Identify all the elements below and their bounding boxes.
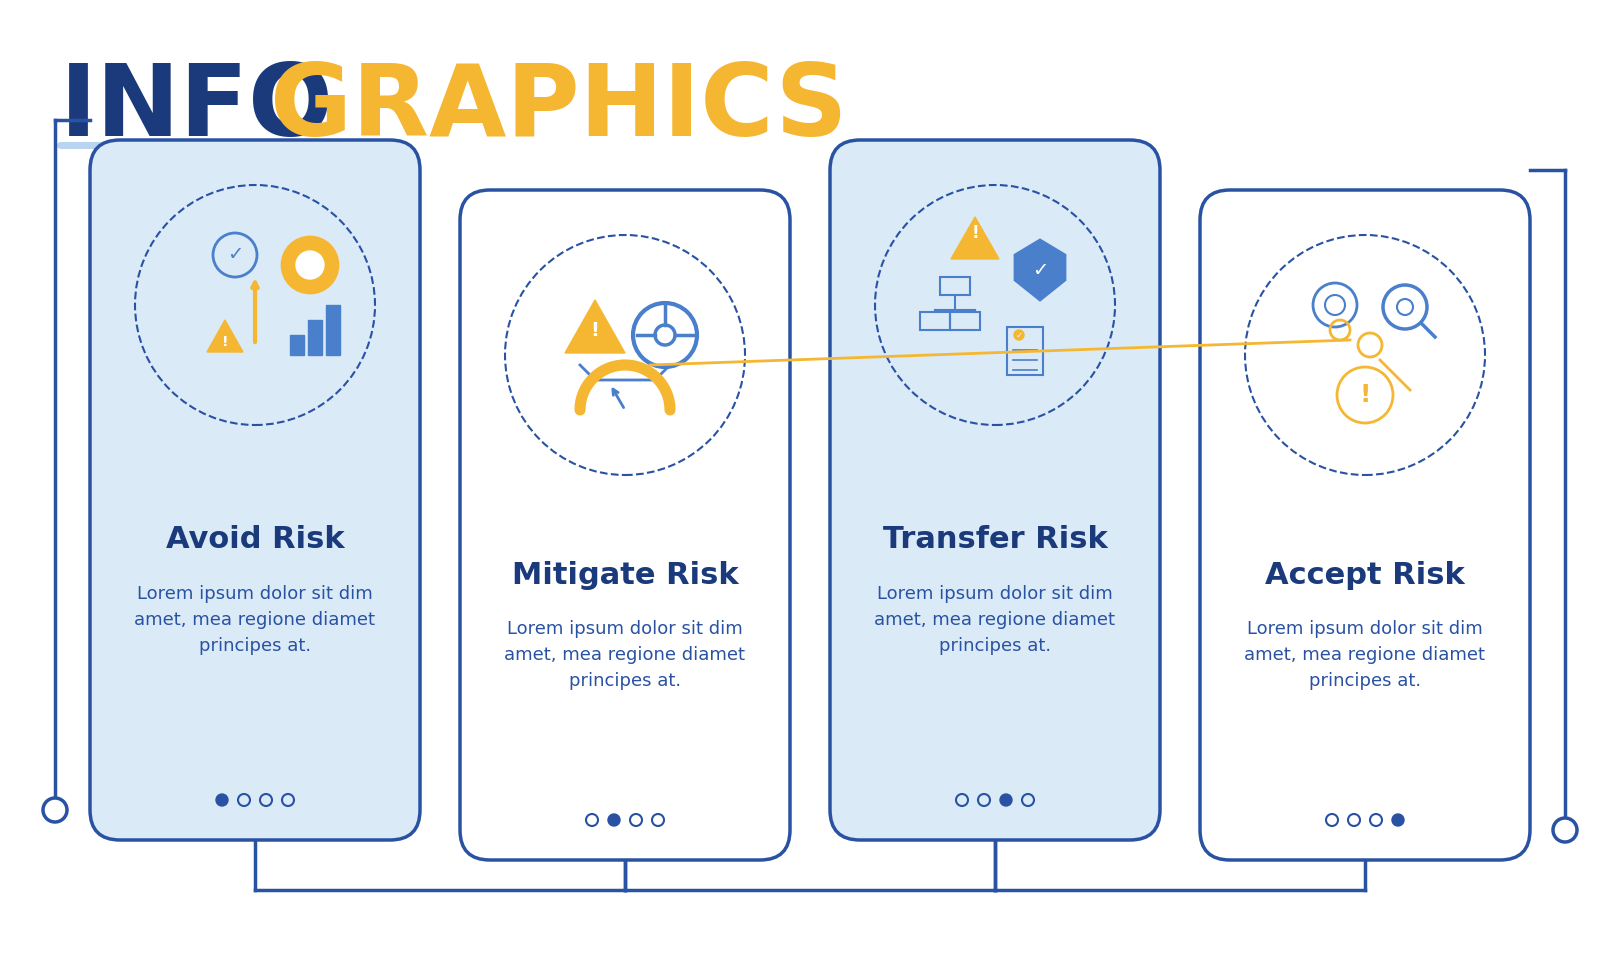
Text: ✓: ✓	[227, 246, 243, 265]
Text: Lorem ipsum dolor sit dim
amet, mea regione diamet
principes at.: Lorem ipsum dolor sit dim amet, mea regi…	[134, 585, 376, 656]
Circle shape	[44, 798, 68, 822]
Text: Lorem ipsum dolor sit dim
amet, mea regione diamet
principes at.: Lorem ipsum dolor sit dim amet, mea regi…	[505, 619, 745, 690]
FancyBboxPatch shape	[1199, 190, 1530, 860]
Circle shape	[1393, 814, 1404, 826]
Text: Mitigate Risk: Mitigate Risk	[511, 561, 738, 590]
Polygon shape	[564, 300, 625, 353]
Text: !: !	[222, 335, 229, 349]
Text: !: !	[305, 255, 314, 275]
Circle shape	[1014, 330, 1024, 340]
Text: !: !	[1359, 383, 1370, 407]
Polygon shape	[206, 320, 243, 352]
Bar	[1008, 327, 1043, 375]
Circle shape	[1552, 818, 1577, 842]
Text: !: !	[590, 320, 600, 339]
Polygon shape	[1016, 240, 1066, 300]
Bar	[940, 277, 970, 295]
FancyBboxPatch shape	[830, 140, 1161, 840]
Circle shape	[282, 237, 339, 293]
Bar	[920, 312, 949, 330]
Polygon shape	[951, 217, 999, 259]
Text: GRAPHICS: GRAPHICS	[269, 60, 848, 157]
Circle shape	[608, 814, 621, 826]
Bar	[326, 305, 340, 355]
Text: Accept Risk: Accept Risk	[1265, 561, 1465, 590]
FancyBboxPatch shape	[459, 190, 790, 860]
Text: Lorem ipsum dolor sit dim
amet, mea regione diamet
principes at.: Lorem ipsum dolor sit dim amet, mea regi…	[874, 585, 1116, 656]
Text: Avoid Risk: Avoid Risk	[166, 525, 345, 555]
Circle shape	[297, 251, 324, 279]
Circle shape	[216, 794, 227, 806]
Text: Lorem ipsum dolor sit dim
amet, mea regione diamet
principes at.: Lorem ipsum dolor sit dim amet, mea regi…	[1244, 619, 1486, 690]
Bar	[308, 320, 322, 355]
Bar	[949, 312, 980, 330]
FancyBboxPatch shape	[90, 140, 421, 840]
Text: !: !	[970, 224, 978, 242]
Circle shape	[999, 794, 1012, 806]
Bar	[290, 335, 305, 355]
Text: ✓: ✓	[1016, 330, 1022, 339]
Text: Transfer Risk: Transfer Risk	[883, 525, 1107, 555]
Text: INFO: INFO	[60, 60, 334, 157]
Text: ✓: ✓	[1032, 261, 1048, 279]
